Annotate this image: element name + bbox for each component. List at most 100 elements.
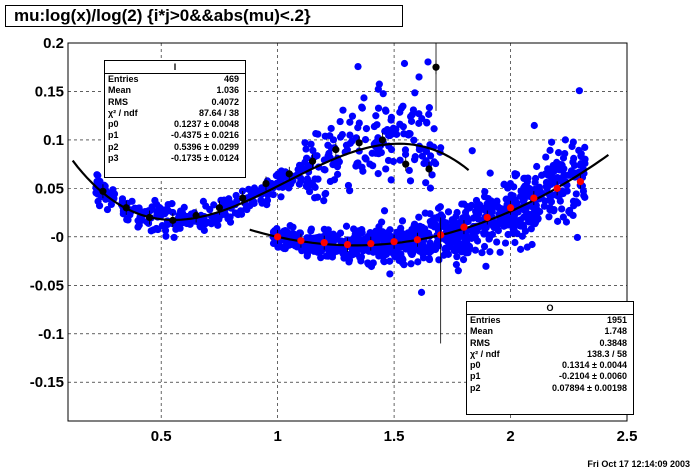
scatter-point — [135, 221, 143, 229]
scatter-point — [458, 200, 466, 208]
scatter-point — [415, 119, 423, 127]
scatter-point — [243, 205, 251, 214]
profile-point-I — [285, 170, 293, 178]
scatter-point — [408, 250, 416, 259]
scatter-point — [510, 183, 518, 191]
y-tick-label: 0.05 — [35, 180, 64, 197]
scatter-point — [298, 247, 306, 255]
scatter-point — [406, 177, 415, 185]
scatter-point — [206, 205, 214, 214]
scatter-point — [180, 203, 188, 212]
scatter-point — [463, 238, 471, 247]
scatter-point — [354, 124, 362, 132]
scatter-point — [429, 216, 437, 224]
scatter-point — [553, 158, 561, 166]
profile-point-I — [355, 139, 363, 147]
profile-point-I — [308, 157, 317, 165]
y-tick-label: -0.1 — [38, 326, 64, 343]
scatter-point — [305, 179, 314, 187]
scatter-point — [372, 112, 380, 120]
scatter-point — [232, 191, 240, 200]
scatter-point — [245, 185, 253, 193]
scatter-point — [410, 136, 418, 144]
scatter-point — [509, 192, 517, 200]
profile-point-O — [506, 204, 515, 212]
stats-row: Mean 1.036 — [105, 85, 245, 96]
scatter-point — [353, 250, 361, 258]
scatter-point — [387, 113, 396, 121]
stats-row: RMS 0.3848 — [467, 338, 633, 349]
stats-label: Entries — [108, 74, 139, 84]
scatter-point — [335, 158, 343, 166]
scatter-point — [425, 104, 433, 112]
scatter-point — [428, 171, 436, 179]
scatter-point — [336, 229, 345, 237]
scatter-point — [361, 244, 370, 253]
scatter-point — [224, 215, 232, 223]
profile-point-I — [145, 213, 154, 222]
scatter-point — [346, 187, 354, 195]
scatter-point — [436, 203, 444, 211]
scatter-point — [446, 243, 454, 251]
x-tick-label: 0.5 — [151, 428, 172, 445]
scatter-point — [373, 121, 381, 129]
scatter-point — [375, 80, 383, 88]
fit-curve-O — [249, 154, 610, 247]
scatter-point — [386, 270, 394, 278]
scatter-point — [535, 183, 544, 191]
scatter-point — [336, 133, 345, 141]
stats-row: p0 0.1237 ± 0.0048 — [105, 119, 245, 130]
scatter-point — [422, 179, 430, 187]
scatter-point — [296, 229, 305, 237]
stats-value: -0.4375 ± 0.0216 — [171, 130, 239, 141]
scatter-point — [207, 220, 216, 228]
scatter-point — [351, 230, 359, 238]
scatter-point — [392, 125, 400, 133]
stats-row: Entries 469 — [105, 74, 245, 85]
scatter-point — [346, 118, 354, 126]
scatter-point — [482, 262, 490, 270]
profile-point-O — [343, 241, 352, 249]
scatter-point — [337, 237, 345, 245]
scatter-point — [407, 260, 415, 268]
scatter-point — [361, 136, 370, 144]
scatter-point — [93, 190, 102, 198]
scatter-point — [214, 221, 222, 229]
scatter-point — [339, 106, 347, 114]
scatter-point — [423, 118, 431, 126]
scatter-point — [501, 239, 510, 247]
scatter-point — [577, 152, 585, 160]
scatter-point — [380, 207, 389, 215]
profile-point-I — [332, 146, 340, 154]
scatter-point — [94, 171, 102, 180]
scatter-point — [524, 212, 532, 220]
scatter-point — [309, 146, 317, 155]
stats-row: Mean 1.748 — [467, 326, 633, 337]
scatter-point — [411, 89, 419, 97]
stats-label: p2 — [108, 141, 119, 152]
scatter-point — [386, 257, 394, 265]
scatter-point — [434, 242, 442, 250]
scatter-point — [358, 228, 366, 237]
scatter-point — [305, 187, 314, 196]
scatter-point — [317, 246, 325, 254]
scatter-point — [516, 245, 525, 253]
scatter-point — [375, 150, 383, 158]
scatter-point — [426, 210, 434, 218]
timestamp-footer: Fri Oct 17 12:14:09 2003 — [587, 459, 690, 469]
scatter-point — [375, 233, 383, 241]
scatter-point — [430, 125, 438, 133]
scatter-point — [301, 139, 309, 147]
scatter-point — [401, 243, 409, 251]
scatter-point — [375, 249, 383, 257]
scatter-point — [124, 216, 132, 224]
stats-label: Entries — [470, 315, 501, 325]
scatter-point — [559, 154, 568, 162]
profile-point-O — [390, 238, 398, 246]
stats-row: p2 0.5396 ± 0.0299 — [105, 142, 245, 153]
scatter-point — [303, 250, 312, 259]
scatter-point — [408, 111, 416, 119]
scatter-point — [321, 190, 329, 198]
stats-label: p2 — [470, 382, 481, 393]
